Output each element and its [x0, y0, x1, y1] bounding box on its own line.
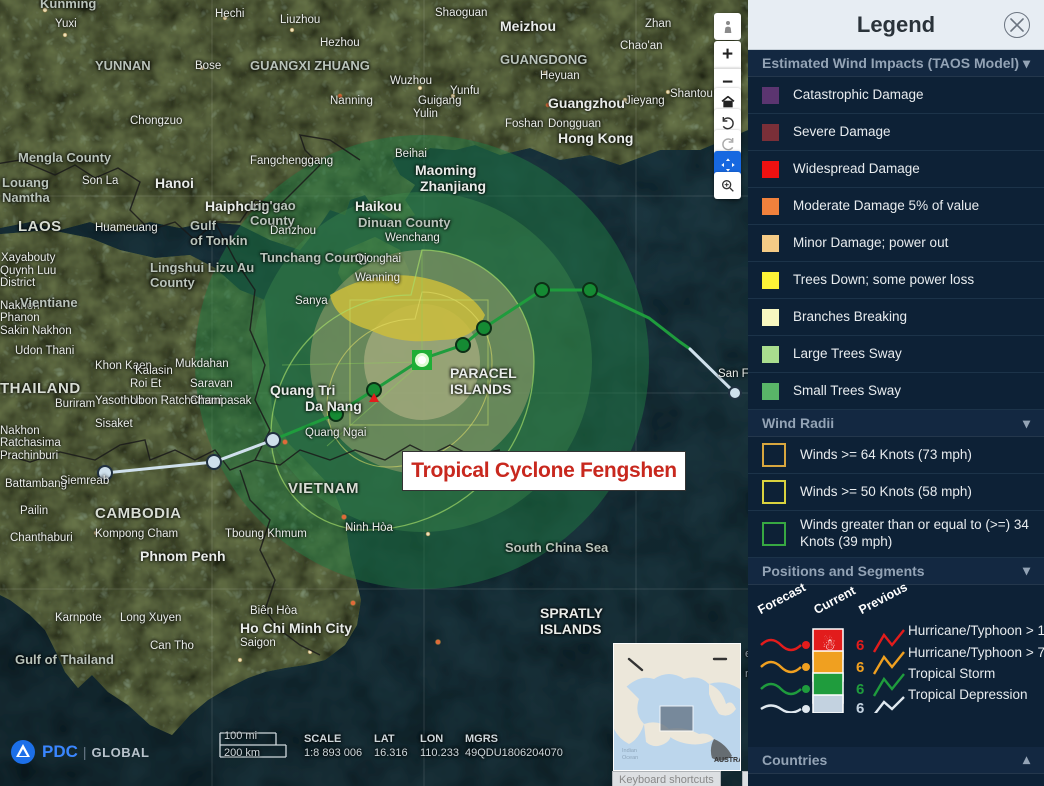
svg-text:AUSTRALIA: AUSTRALIA [714, 757, 740, 764]
svg-text:6: 6 [856, 681, 864, 698]
svg-text:Indian: Indian [622, 748, 637, 754]
svg-text:Ocean: Ocean [622, 755, 638, 761]
svg-text:6: 6 [856, 637, 864, 654]
svg-text:6: 6 [856, 659, 864, 676]
svg-text:6: 6 [856, 700, 864, 713]
